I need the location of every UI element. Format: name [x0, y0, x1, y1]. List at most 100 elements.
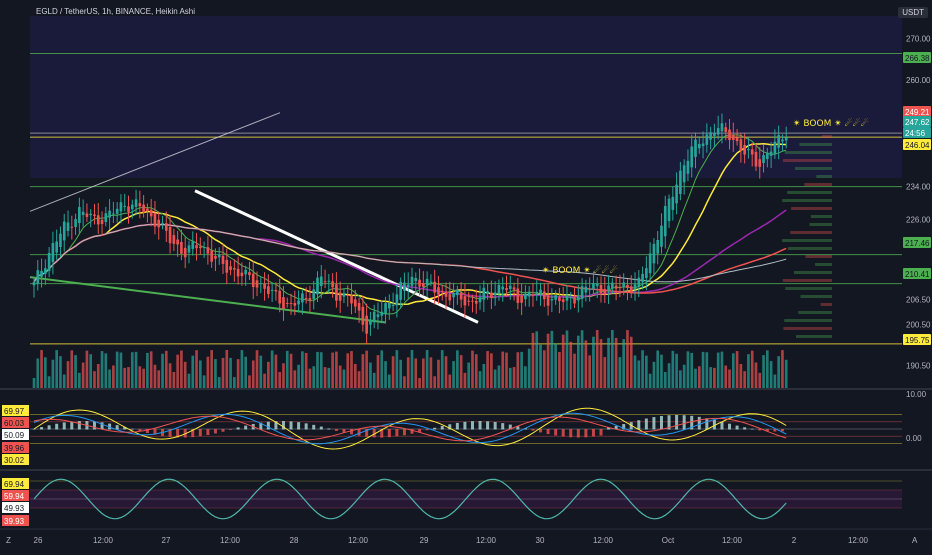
candle-body [138, 203, 142, 207]
candle-body [391, 304, 395, 306]
light-trendline [29, 112, 281, 212]
volume-bar [100, 351, 104, 388]
candle-body [100, 219, 104, 224]
candle-body [735, 137, 739, 142]
time-axis[interactable]: 26 12:00 27 12:00 28 12:00 29 12:00 30 12:00 Oct 12… [34, 536, 869, 545]
osc1-histogram [206, 429, 210, 436]
volume-bar [74, 355, 77, 388]
volume-bar [546, 333, 550, 388]
candle-body [225, 259, 229, 273]
candle-body [308, 298, 312, 301]
volume-bar [153, 364, 157, 388]
volume-bar [206, 356, 210, 388]
candle-body [93, 214, 96, 217]
volume-bar [595, 330, 599, 388]
candle-body [214, 256, 217, 259]
candle-body [51, 243, 55, 263]
osc1-histogram [546, 429, 550, 435]
candle-body [327, 280, 331, 282]
auto-scale-icon[interactable]: A [912, 536, 918, 545]
candle-body [70, 226, 74, 228]
osc2-tag-label: 69.94 [4, 480, 25, 489]
candle-body [637, 277, 641, 287]
volume-bar [561, 334, 565, 388]
price-tag-label: 217.46 [905, 239, 930, 248]
price-tick: 234.00 [906, 183, 931, 192]
volume-profile-bar [805, 255, 832, 258]
candle-body [486, 291, 489, 294]
volume-bar [535, 331, 539, 388]
candle-body [482, 287, 486, 300]
volume-bar [671, 350, 675, 388]
price-tick: 206.50 [906, 296, 931, 305]
osc1-histogram [145, 429, 149, 434]
volume-bar [765, 350, 769, 388]
volume-bar [108, 369, 111, 388]
candle-body [66, 222, 70, 231]
osc1-histogram [440, 425, 444, 430]
volume-bar [331, 352, 334, 388]
candle-body [282, 297, 285, 309]
volume-bar [270, 350, 274, 388]
volume-bar [539, 344, 542, 388]
volume-bar [376, 355, 380, 388]
candle-body [762, 155, 765, 164]
osc1-line-red [33, 415, 787, 442]
price-tag-bg [903, 52, 931, 63]
volume-bar [164, 350, 168, 388]
osc1-histogram [402, 429, 406, 436]
osc2-tag-label: 39.93 [4, 517, 25, 526]
candle-body [217, 254, 221, 258]
volume-bar [735, 351, 739, 388]
candle-body [301, 293, 304, 303]
volume-bar [123, 367, 127, 388]
volume-bar [580, 330, 584, 388]
volume-bar [93, 371, 96, 388]
boom-label-right: ✴ BOOM ✴ ☄☄☄ [793, 118, 869, 129]
candle-body [395, 294, 399, 306]
candle-body [493, 292, 497, 296]
time-label: 30 [536, 536, 545, 545]
osc1-histogram [516, 426, 520, 430]
volume-bar [157, 370, 161, 388]
candle-body [108, 210, 111, 218]
candle-body [210, 250, 213, 262]
candle-body [622, 282, 626, 288]
osc1-histogram [198, 429, 202, 437]
volume-bar [482, 363, 486, 388]
candle-body [319, 276, 323, 287]
candle-body [40, 270, 43, 277]
osc1-histogram [712, 419, 716, 430]
price-tag-label: 195.75 [905, 336, 930, 345]
osc1-histogram [758, 429, 762, 431]
osc1-histogram [100, 422, 104, 430]
osc1-axis-tick: 10.00 [906, 390, 927, 399]
osc1-histogram [213, 429, 217, 434]
time-label: 29 [420, 536, 429, 545]
time-label: 12:00 [848, 536, 869, 545]
osc2-line [33, 478, 787, 520]
candle-body [176, 239, 179, 245]
volume-profile-bar [790, 231, 832, 234]
volume-bar [127, 367, 130, 388]
volume-profile-bar [804, 183, 832, 186]
candle-body [89, 213, 93, 216]
volume-bar [701, 351, 705, 388]
volume-bars [32, 330, 788, 388]
osc1-histogram [501, 423, 505, 430]
quote-currency-badge[interactable]: USDT [898, 7, 928, 18]
timezone-icon[interactable]: Z [6, 536, 11, 545]
volume-bar [663, 372, 667, 388]
volume-bar [55, 350, 59, 388]
price-tag-bg [903, 268, 931, 279]
volume-bar [682, 364, 686, 388]
candle-body [471, 300, 474, 302]
time-label: 12:00 [348, 536, 369, 545]
osc1-histogram [690, 415, 694, 430]
volume-profile-bar [820, 303, 832, 306]
candle-body [554, 295, 557, 300]
volume-bar [508, 367, 512, 388]
volume-bar [471, 350, 474, 388]
